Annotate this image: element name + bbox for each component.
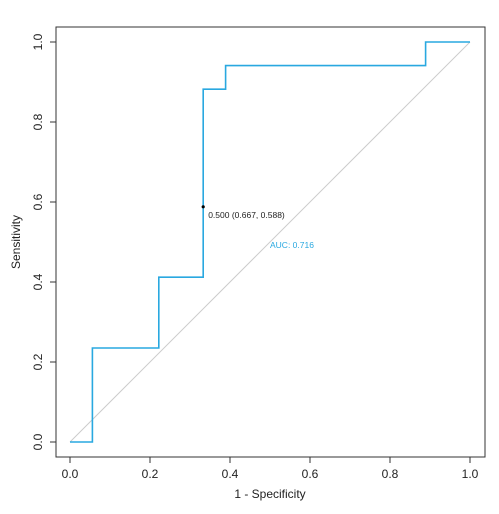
x-tick-label: 0.8 [382, 467, 399, 481]
y-axis: 0.0 0.2 0.4 0.6 0.8 1.0 [31, 33, 57, 450]
y-tick-label: 1.0 [31, 33, 45, 50]
y-axis-title: Sensitivity [9, 215, 23, 269]
reference-diagonal [69, 41, 471, 443]
x-tick-label: 0.2 [142, 467, 159, 481]
roc-curve [70, 41, 470, 443]
x-axis-title: 1 - Specificity [234, 487, 305, 501]
x-tick-label: 1.0 [462, 467, 479, 481]
x-axis: 0.0 0.2 0.4 0.6 0.8 1.0 [62, 456, 479, 481]
y-tick-label: 0.6 [31, 193, 45, 210]
threshold-label: 0.500 (0.667, 0.588) [208, 210, 285, 220]
y-tick-label: 0.4 [31, 273, 45, 290]
x-tick-label: 0.0 [62, 467, 79, 481]
y-tick-label: 0.8 [31, 113, 45, 130]
y-tick-label: 0.0 [31, 433, 45, 450]
auc-label: AUC: 0.716 [270, 240, 314, 250]
threshold-point [201, 205, 205, 209]
x-tick-label: 0.6 [302, 467, 319, 481]
x-tick-label: 0.4 [222, 467, 239, 481]
y-tick-label: 0.2 [31, 353, 45, 370]
